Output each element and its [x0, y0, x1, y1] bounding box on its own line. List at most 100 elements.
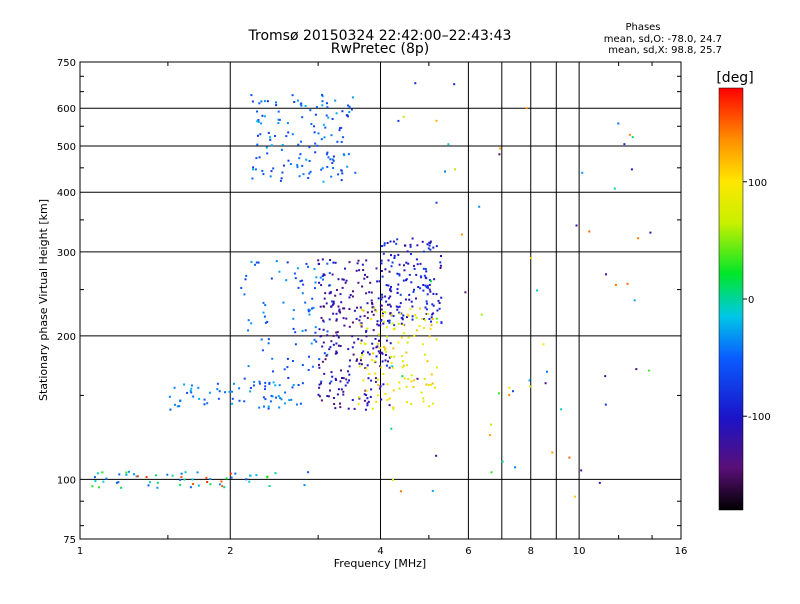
echo-point	[319, 305, 322, 308]
echo-point	[432, 402, 435, 405]
echo-point	[323, 372, 326, 375]
echo-point	[307, 177, 310, 179]
echo-point	[409, 245, 412, 248]
echo-point	[384, 354, 387, 356]
echo-point	[402, 364, 405, 367]
echo-point	[321, 360, 324, 363]
echo-point	[174, 403, 176, 406]
echo-point	[311, 365, 314, 368]
echo-point	[403, 377, 406, 380]
echo-point	[377, 350, 380, 353]
echo-point	[405, 385, 408, 388]
echo-point	[192, 395, 195, 398]
echo-point	[362, 350, 365, 353]
echo-point	[393, 257, 396, 259]
echo-point	[205, 476, 208, 479]
echo-point	[414, 82, 417, 85]
echo-point	[439, 261, 442, 264]
echo-point	[288, 399, 291, 402]
echo-point	[352, 321, 354, 324]
echo-point	[243, 377, 246, 380]
echo-point	[286, 261, 289, 264]
echo-point	[267, 407, 270, 410]
echo-point	[392, 315, 395, 317]
echo-point	[396, 288, 399, 291]
grid-lines	[80, 62, 681, 539]
echo-point	[314, 151, 317, 154]
echo-point	[258, 406, 261, 409]
echo-point	[262, 311, 265, 314]
echo-point	[536, 289, 538, 292]
echo-point	[335, 334, 338, 337]
echo-point	[376, 280, 379, 283]
echo-point	[91, 485, 94, 488]
echo-point	[313, 268, 316, 270]
x-tick-label: 10	[573, 546, 586, 557]
echo-point	[231, 390, 233, 393]
y-axis-label: Stationary phase Virtual Height [km]	[37, 199, 50, 401]
echo-point	[405, 261, 408, 264]
echo-point	[430, 316, 433, 319]
echo-point	[392, 240, 395, 243]
echo-point	[404, 298, 407, 301]
x-tick-label: 1	[77, 546, 83, 557]
echo-point	[413, 267, 416, 270]
phase-stats-heading: Phases	[625, 22, 660, 33]
echo-point	[423, 327, 425, 329]
echo-point	[359, 306, 362, 309]
echo-point	[367, 400, 370, 403]
echo-point	[380, 351, 383, 354]
echo-point	[434, 386, 436, 389]
echo-point	[497, 392, 500, 395]
echo-point	[431, 318, 434, 321]
echo-point	[302, 173, 305, 176]
echo-point	[378, 280, 381, 283]
echo-point	[351, 399, 354, 401]
echo-point	[325, 114, 328, 117]
echo-point	[344, 281, 347, 284]
echo-point	[334, 407, 337, 410]
echo-point	[342, 390, 345, 393]
echo-point	[307, 265, 309, 268]
echo-point	[313, 125, 315, 128]
echo-point	[328, 292, 331, 295]
echo-point	[316, 144, 319, 147]
echo-point	[296, 99, 299, 102]
echo-point	[191, 478, 194, 481]
echo-point	[274, 384, 277, 387]
echo-point	[322, 328, 325, 331]
echo-point	[249, 390, 252, 393]
echo-point	[247, 329, 250, 332]
echo-point	[268, 382, 271, 385]
echo-point	[574, 495, 577, 498]
echo-point	[325, 153, 328, 156]
echo-point	[397, 322, 400, 325]
echo-point	[326, 330, 329, 333]
echo-point	[365, 259, 368, 262]
echo-point	[390, 290, 393, 293]
echo-point	[342, 393, 345, 396]
echo-point	[382, 252, 385, 255]
echo-point	[286, 366, 289, 369]
echo-point	[347, 115, 349, 118]
echo-point	[425, 383, 428, 386]
echo-point	[372, 347, 375, 350]
echo-point	[375, 355, 378, 358]
echo-point	[250, 94, 253, 97]
echo-point	[399, 293, 402, 296]
echo-point	[631, 136, 634, 139]
echo-point	[419, 262, 422, 265]
echo-point	[346, 381, 349, 384]
echo-point	[397, 341, 400, 344]
echo-point	[264, 398, 267, 401]
echo-point	[136, 475, 139, 478]
echo-point	[437, 299, 440, 302]
echo-point	[321, 100, 324, 103]
echo-point	[604, 375, 607, 378]
echo-point	[375, 346, 378, 349]
echo-point	[366, 364, 369, 367]
echo-point	[588, 230, 591, 233]
echo-point	[428, 405, 431, 408]
echo-point	[411, 305, 414, 308]
echo-point	[313, 338, 316, 341]
